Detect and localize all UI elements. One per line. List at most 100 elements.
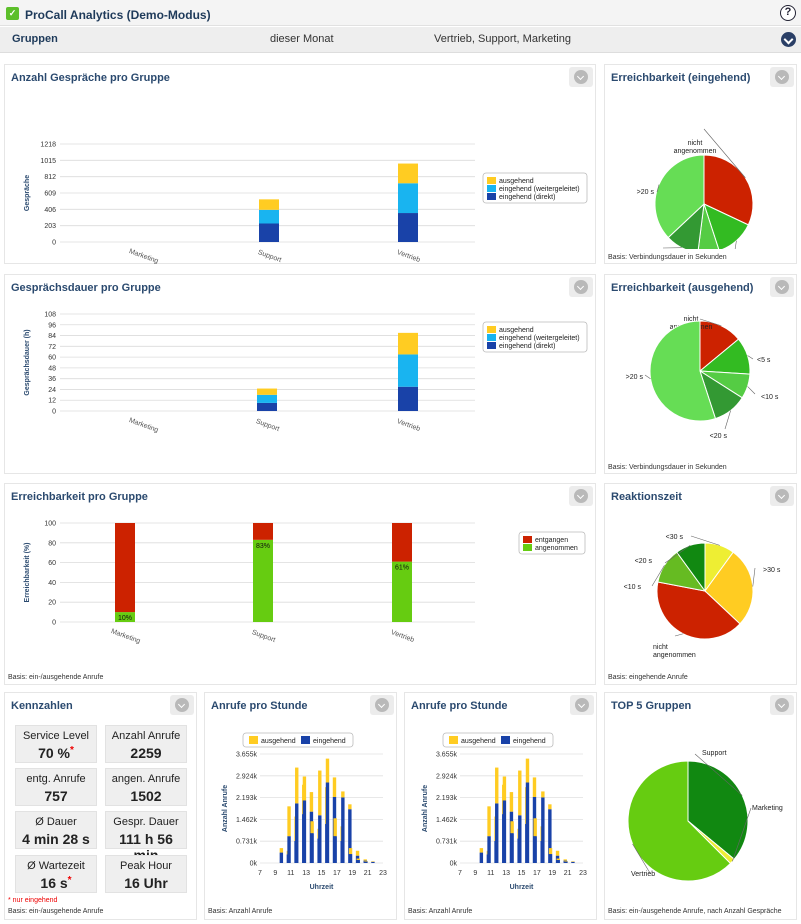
bar-segment xyxy=(556,858,560,861)
y-axis-label: Anzahl Anrufe xyxy=(422,785,429,832)
y-tick-label: 60 xyxy=(48,355,56,362)
bar-segment xyxy=(259,209,279,224)
chevron-down-icon[interactable] xyxy=(370,695,394,715)
y-tick-label: 812 xyxy=(44,174,56,181)
y-tick-label: 2.924k xyxy=(436,773,458,780)
panel-title: Erreichbarkeit (eingehend) xyxy=(611,72,751,84)
legend-swatch xyxy=(487,177,496,184)
x-tick-label: Support xyxy=(255,418,280,433)
filter-groups-value[interactable]: Vertrieb, Support, Marketing xyxy=(434,33,571,45)
pie-leader-line xyxy=(644,374,651,380)
chevron-down-icon[interactable] xyxy=(569,277,593,297)
chevron-down-icon[interactable] xyxy=(781,32,796,47)
chevron-down-icon[interactable] xyxy=(569,67,593,87)
x-tick-label: 11 xyxy=(487,870,494,877)
chevron-down-icon[interactable] xyxy=(770,486,794,506)
bar-segment xyxy=(541,797,545,863)
bar-segment xyxy=(257,394,277,403)
pie-label: <20 s xyxy=(710,433,728,440)
y-tick-label: 72 xyxy=(48,344,56,351)
bar-segment xyxy=(332,777,337,797)
bar-segment xyxy=(295,803,299,863)
legend-swatch xyxy=(487,326,496,333)
x-tick-label: 21 xyxy=(564,870,572,877)
bar-segment xyxy=(310,833,314,863)
bar-segment xyxy=(556,860,560,863)
bar-segment xyxy=(487,806,491,837)
x-tick-label: 17 xyxy=(533,870,541,877)
x-tick-label: 7 xyxy=(258,870,262,877)
panel-kennzahlen: Kennzahlen Service Level 70 %* Anzahl Anru… xyxy=(4,692,197,920)
filter-period[interactable]: dieser Monat xyxy=(270,33,334,45)
bar-segment xyxy=(259,199,279,210)
bar-segment xyxy=(356,860,360,863)
bar-segment xyxy=(257,402,277,411)
procall-logo-icon: ✓ xyxy=(6,7,19,20)
kpi-value: 4 min 28 s xyxy=(22,831,90,847)
app-title: ProCall Analytics (Demo-Modus) xyxy=(25,8,211,22)
help-button[interactable]: ? xyxy=(780,5,796,21)
chevron-down-icon[interactable] xyxy=(770,277,794,297)
pie-label: nicht xyxy=(688,140,703,147)
legend-box xyxy=(482,321,588,353)
panel-title: TOP 5 Gruppen xyxy=(611,700,692,712)
y-tick-label: 0k xyxy=(250,861,258,868)
panel-top5: TOP 5 Gruppen Support Marketing Vertrieb B… xyxy=(604,692,797,920)
legend-label: eingehend xyxy=(313,738,346,745)
panel-title: Erreichbarkeit pro Gruppe xyxy=(11,491,148,503)
bar-segment xyxy=(364,861,368,863)
legend-box xyxy=(482,172,588,204)
chevron-down-icon[interactable] xyxy=(170,695,194,715)
bar-segment xyxy=(502,800,507,863)
bar-segment xyxy=(115,612,135,622)
panel-reaktion: Reaktionszeit <30 s >30 s nicht angenommen <… xyxy=(604,483,797,685)
x-tick-label: 9 xyxy=(273,870,277,877)
kpi-value: 2259 xyxy=(130,745,162,761)
y-tick-label: 1.462k xyxy=(436,817,458,824)
y-axis-label: Gespräche xyxy=(24,175,31,211)
legend-label: eingehend (direkt) xyxy=(499,194,555,201)
y-tick-label: 40 xyxy=(48,580,56,587)
y-tick-label: 0 xyxy=(52,240,56,247)
bar-segment xyxy=(318,770,322,816)
bar-segment xyxy=(487,836,491,863)
y-tick-label: 1218 xyxy=(40,142,56,149)
bar-segment xyxy=(302,800,307,863)
y-tick-label: 0.731k xyxy=(436,839,458,846)
chevron-down-icon[interactable] xyxy=(569,486,593,506)
chevron-down-icon[interactable] xyxy=(770,695,794,715)
y-tick-label: 406 xyxy=(44,207,56,214)
x-tick-label: 13 xyxy=(502,870,510,877)
filter-bar[interactable]: Gruppen dieser Monat Vertrieb, Support, … xyxy=(0,27,801,53)
bar-segment xyxy=(398,163,418,184)
chevron-down-icon[interactable] xyxy=(570,695,594,715)
y-tick-label: 0k xyxy=(450,861,458,868)
bar-segment xyxy=(563,859,567,861)
filter-groups-label: Gruppen xyxy=(12,33,58,45)
legend-box xyxy=(518,531,586,555)
pie-leader-line xyxy=(656,184,660,193)
y-tick-label: 0 xyxy=(52,409,56,416)
kpi-label: angen. Anrufe xyxy=(111,773,181,785)
kpi-tile: Anzahl Anrufe 2259 xyxy=(105,725,187,763)
bar-segment xyxy=(398,213,418,242)
bar-segment xyxy=(325,782,330,863)
kpi-tile: angen. Anrufe 1502 xyxy=(105,768,187,806)
bar-segment xyxy=(348,809,352,863)
legend-label: eingehend (direkt) xyxy=(499,343,555,350)
y-tick-label: 3.655k xyxy=(436,752,458,759)
kpi-label: Peak Hour xyxy=(120,860,172,872)
bar-segment xyxy=(318,815,322,863)
pie-label: <20 s xyxy=(635,558,653,565)
panel-title: Anzahl Gespräche pro Gruppe xyxy=(11,72,170,84)
kpi-value: 1502 xyxy=(130,788,162,804)
legend-label: ausgehend xyxy=(261,738,296,745)
chevron-down-icon[interactable] xyxy=(770,67,794,87)
bar-segment xyxy=(533,836,537,863)
bar-segment xyxy=(564,860,568,862)
footnote-marker: * xyxy=(67,875,72,886)
pie-slice xyxy=(649,320,717,422)
x-axis-label: Uhrzeit xyxy=(310,884,334,891)
panel-footer: Basis: ein-/ausgehende Anrufe xyxy=(8,674,104,681)
